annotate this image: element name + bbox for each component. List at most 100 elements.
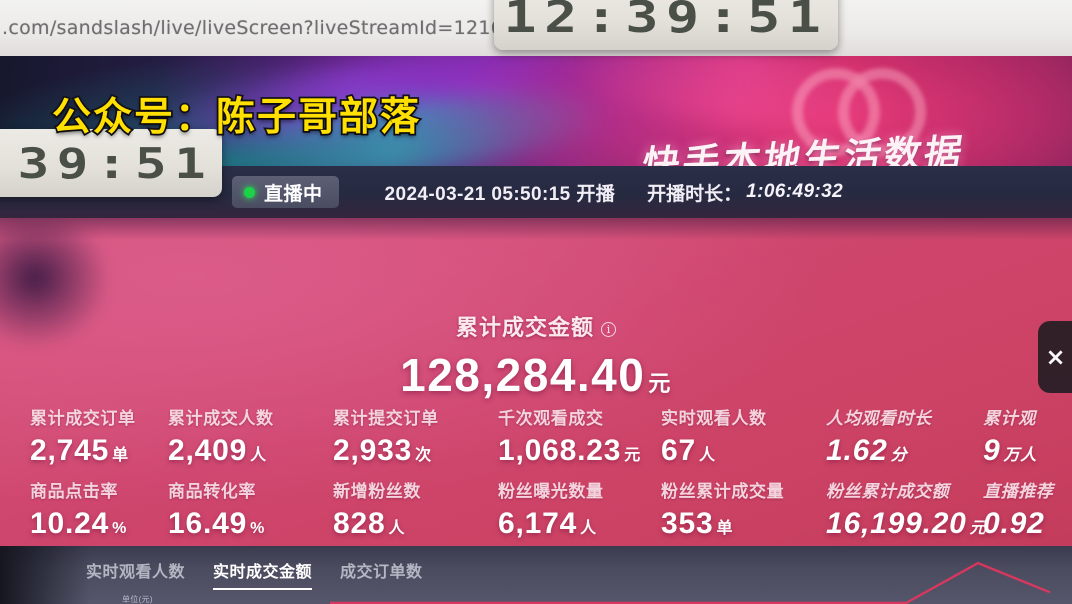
close-icon[interactable]: ×	[1045, 343, 1066, 371]
metric-label: 累计观	[983, 409, 1036, 428]
metric-value: 16,199.20	[826, 507, 967, 540]
stream-duration-value: 1:06:49:32	[746, 181, 844, 202]
tab-realtime-gmv[interactable]: 实时成交金额	[213, 558, 313, 590]
metric-value-row: 353 单	[661, 507, 826, 541]
metric-label: 累计提交订单	[333, 409, 439, 428]
metric-value-row: 2,409 人	[168, 434, 333, 468]
trend-chart-section: 实时观看人数 实时成交金额 成交订单数 单位(元) 6000 4000	[0, 546, 1072, 604]
metric-value-row: 16,199.20 元	[826, 507, 986, 541]
metric-unit: 单	[716, 520, 734, 537]
chart-line-svg	[330, 561, 1051, 604]
headline-value-row: 128,284.40 元	[0, 348, 1072, 402]
tab-order-count[interactable]: 成交订单数	[340, 564, 423, 581]
live-status-label: 直播中	[264, 183, 323, 205]
metric-unit: 元	[969, 520, 987, 537]
clock-left-digits: :39:51	[0, 138, 214, 188]
metric-fan-gmv: 粉丝累计成交额 16,199.20 元	[826, 477, 986, 546]
metric-value-row: 828 人	[333, 507, 498, 541]
clock-overlay-top: 12:39:51	[494, 0, 838, 50]
metric-unit: 次	[415, 447, 432, 464]
metric-value: 67	[661, 434, 696, 467]
close-panel-button[interactable]: ×	[1038, 321, 1072, 393]
metrics-row-2: 商品点击率 10.24% 商品转化率 16.49% 新增粉丝数 828 人 粉丝曝…	[0, 477, 1072, 546]
metric-fan-exposure: 粉丝曝光数量 6,174 人	[498, 477, 661, 546]
metric-value-row: 2,933 次	[333, 434, 498, 468]
metric-value: 1,068.23	[498, 434, 622, 467]
metric-product-ctr: 商品点击率 10.24%	[0, 477, 168, 546]
metric-unit: 人	[388, 520, 406, 537]
metric-label: 人均观看时长	[826, 409, 932, 428]
metric-fan-orders: 粉丝累计成交量 353 单	[661, 477, 826, 546]
metric-unit: 万人	[1003, 447, 1038, 464]
metric-unit: 分	[890, 447, 908, 464]
metric-submitted-orders: 累计提交订单 2,933 次	[333, 404, 498, 477]
stream-start-time: 2024-03-21 05:50:15 开播	[384, 183, 616, 205]
metric-value: 2,409	[168, 434, 248, 467]
headline-metric: 累计成交金额 i 128,284.40 元	[0, 310, 1072, 402]
metric-label: 千次观看成交	[498, 409, 604, 428]
metric-value-row: 10.24%	[30, 507, 168, 541]
metric-label: 实时观看人数	[661, 409, 767, 428]
metric-value-row: 0.92	[983, 507, 1072, 541]
stream-duration-label: 开播时长：	[647, 183, 743, 205]
metric-label: 累计成交人数	[168, 409, 274, 428]
metric-label: 粉丝累计成交额	[826, 482, 950, 501]
metric-value-row: 6,174 人	[498, 507, 661, 541]
metric-cumulative-buyers: 累计成交人数 2,409 人	[168, 404, 333, 477]
clock-top-digits: 12:39:51	[503, 0, 829, 43]
metric-unit: %	[112, 520, 128, 537]
metric-value: 1.62	[826, 434, 888, 467]
headline-unit: 元	[648, 371, 672, 396]
metric-value: 0.92	[983, 507, 1045, 540]
metric-unit: 元	[624, 447, 641, 464]
metric-value: 828	[333, 507, 386, 540]
heart-icon	[792, 62, 942, 166]
metric-value-row: 2,745 单	[30, 434, 168, 468]
metric-value: 2,745	[30, 434, 110, 467]
metric-value: 6,174	[498, 507, 578, 540]
metric-gmv-per-thousand-views: 千次观看成交 1,068.23 元	[498, 404, 661, 477]
metric-unit: %	[250, 520, 266, 537]
metric-value: 10.24	[30, 507, 110, 540]
metric-label: 直播推荐	[983, 482, 1054, 501]
metric-product-conversion: 商品转化率 16.49%	[168, 477, 333, 546]
clock-overlay-left: :39:51	[0, 129, 222, 197]
metric-value-row: 67 人	[661, 434, 826, 468]
metric-value-row: 9 万人	[983, 434, 1072, 468]
metric-label: 商品转化率	[168, 482, 256, 501]
metric-value-row: 16.49%	[168, 507, 333, 541]
metric-label: 新增粉丝数	[333, 482, 421, 501]
chart-axis-unit: 单位(元)	[122, 595, 153, 604]
tab-realtime-viewers[interactable]: 实时观看人数	[86, 564, 186, 581]
metric-value-row: 1.62 分	[826, 434, 983, 468]
metric-value: 2,933	[333, 434, 413, 467]
metric-unit: 人	[580, 520, 597, 537]
metrics-row-1: 累计成交订单 2,745 单 累计成交人数 2,409 人 累计提交订单 2,933…	[0, 404, 1072, 477]
metric-unit: 单	[112, 447, 129, 464]
metric-label: 累计成交订单	[30, 409, 136, 428]
metric-unit: 人	[250, 447, 267, 464]
headline-value: 128,284.40	[400, 349, 646, 401]
metric-unit: 人	[698, 447, 716, 464]
live-dot-icon	[244, 186, 255, 198]
banner-title: 快手本地生活数据	[639, 130, 968, 166]
metric-cumulative-views-truncated: 累计观 9 万人	[983, 404, 1072, 477]
metric-value: 353	[661, 507, 714, 540]
metric-cumulative-orders: 累计成交订单 2,745 单	[0, 404, 168, 477]
metric-value: 16.49	[168, 507, 248, 540]
metric-value-row: 1,068.23 元	[498, 434, 661, 468]
metric-avg-watch-time: 人均观看时长 1.62 分	[826, 404, 983, 477]
metric-recommend-index-truncated: 直播推荐 0.92	[983, 477, 1072, 546]
metric-value: 9	[983, 434, 1001, 467]
metrics-panel: 累计成交金额 i 128,284.40 元 累计成交订单 2,745 单 累计成交人数…	[0, 218, 1072, 546]
url-text[interactable]: .com/sandslash/live/liveScreen?liveStrea…	[2, 17, 541, 39]
info-icon[interactable]: i	[601, 322, 616, 337]
headline-label-row: 累计成交金额 i	[0, 310, 1072, 342]
metric-live-viewers: 实时观看人数 67 人	[661, 404, 826, 477]
metric-label: 粉丝累计成交量	[661, 482, 785, 501]
metric-label: 粉丝曝光数量	[498, 482, 604, 501]
headline-label: 累计成交金额	[455, 315, 594, 340]
metrics-grid: 累计成交订单 2,745 单 累计成交人数 2,409 人 累计提交订单 2,933…	[0, 404, 1072, 546]
live-status-badge: 直播中	[232, 176, 339, 208]
